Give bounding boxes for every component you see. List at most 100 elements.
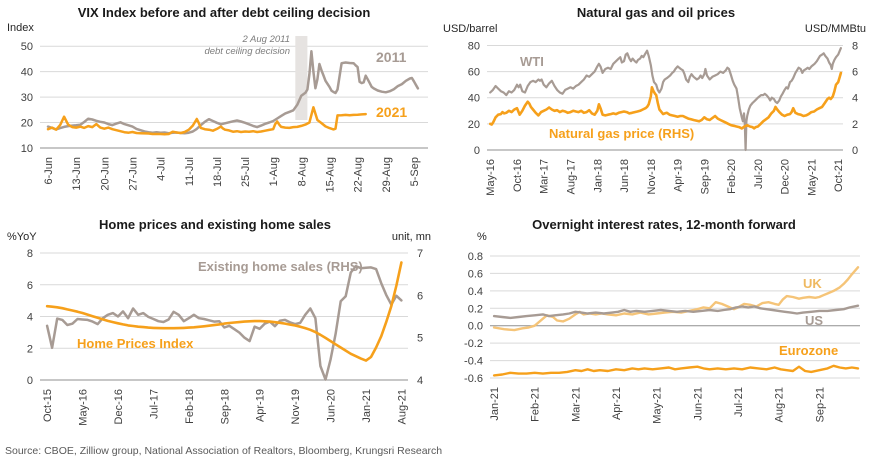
interest-rates-chart-title: Overnight interest rates, 12-month forwa… <box>532 217 796 232</box>
y-axis-tick-label: 0.0 <box>468 321 483 333</box>
series-line-2021 <box>46 106 367 136</box>
series-label-existing-home-sales: Existing home sales (RHS) <box>198 259 363 274</box>
x-axis-tick-label: Apr-21 <box>611 387 623 420</box>
series-label-uk: UK <box>803 276 822 291</box>
series-line-uk <box>492 266 860 332</box>
interest-rates-chart: -0.6 -0.4 -0.2 0.0 0.2 0.4 0.6 0.8 Jan-21 Feb-21 M… <box>464 251 860 424</box>
x-axis-tick-label: 18-Jul <box>212 157 224 187</box>
series-label-eurozone: Eurozone <box>779 343 839 358</box>
home-prices-chart: 0 2 4 6 8 4 5 6 7 Oct-15 May-16 Dec-16 Jul-17 Feb-18 S… <box>27 248 423 426</box>
x-axis-tick-label: 8-Aug <box>296 157 308 186</box>
gas-oil-chart-title: Natural gas and oil prices <box>576 5 736 20</box>
x-axis-tick-label: Nov-19 <box>290 389 302 424</box>
x-axis-tick-label: Mar-17 <box>539 159 551 194</box>
y-axis-tick-label: -0.4 <box>464 356 483 368</box>
x-axis-tick-label: 25-Jul <box>240 157 252 187</box>
series-label-2021: 2021 <box>376 104 408 120</box>
right-axis-tick-label: 0 <box>852 145 858 157</box>
series-line-natural-gas-price-rhs <box>488 71 843 130</box>
annotation-line-1: 2 Aug 2011 <box>242 34 290 45</box>
y-axis-tick-label: 50 <box>21 41 33 53</box>
gas-oil-chart: 0 20 40 60 80 0 2 4 6 8 May-16 Oct-16 Mar-17 Aug-17 Ja… <box>468 41 858 196</box>
right-axis-tick-label: 5 <box>417 333 423 345</box>
x-axis-tick-label: Jan-18 <box>592 159 604 193</box>
y-axis-tick-label: 20 <box>21 118 33 130</box>
series-label-us: US <box>805 313 824 328</box>
series-label-home-prices-index: Home Prices Index <box>77 336 194 351</box>
gasoil-left-axis-unit: USD/barrel <box>443 23 498 35</box>
series-line-existing-home-sales-rhs <box>45 264 403 381</box>
home-prices-chart-title: Home prices and existing home sales <box>99 217 331 232</box>
right-axis-tick-label: 7 <box>417 248 423 260</box>
source-line: Source: CBOE, Zilliow group, National As… <box>5 445 443 457</box>
x-axis-tick-label: May-21 <box>652 387 664 424</box>
x-axis-tick-label: May-21 <box>806 159 818 196</box>
x-axis-tick-label: Sep-21 <box>814 387 826 422</box>
x-axis-tick-label: Feb-21 <box>530 387 542 422</box>
rates-left-axis-unit: % <box>477 231 487 243</box>
series-line-2011 <box>46 50 420 135</box>
y-axis-tick-label: 40 <box>21 67 33 79</box>
x-axis-tick-label: 11-Jul <box>184 157 196 186</box>
x-axis-tick-label: Oct-16 <box>512 159 524 192</box>
y-axis-tick-label: 30 <box>21 92 33 104</box>
right-axis-tick-label: 4 <box>417 375 423 387</box>
x-axis-tick-label: May-16 <box>78 389 90 426</box>
y-axis-tick-label: -0.2 <box>464 338 483 350</box>
y-axis-tick-label: 0.8 <box>468 251 483 263</box>
x-axis-tick-label: 15-Aug <box>325 157 337 192</box>
x-axis-tick-label: May-16 <box>485 159 497 196</box>
x-axis-tick-label: 20-Jun <box>99 157 111 191</box>
x-axis-tick-label: 5-Sep <box>409 157 421 186</box>
x-axis-tick-label: Feb-18 <box>184 389 196 424</box>
y-axis-tick-label: 10 <box>21 143 33 155</box>
gasoil-right-axis-unit: USD/MMBtu <box>804 23 866 35</box>
x-axis-tick-label: Oct-21 <box>833 159 845 192</box>
y-axis-tick-label: 20 <box>468 119 480 131</box>
x-axis-tick-label: 27-Jun <box>128 157 140 191</box>
x-axis-tick-label: Jul-17 <box>148 389 160 419</box>
right-axis-tick-label: 2 <box>852 119 858 131</box>
x-axis-tick-label: 13-Jun <box>71 157 83 191</box>
x-axis-tick-label: Jan-21 <box>361 389 373 423</box>
x-axis-tick-label: Mar-21 <box>570 387 582 422</box>
x-axis-tick-label: Aug-21 <box>774 387 786 422</box>
y-axis-tick-label: 40 <box>468 93 480 105</box>
y-axis-tick-label: 4 <box>27 312 33 324</box>
y-axis-tick-label: 2 <box>27 343 33 355</box>
x-axis-tick-label: 1-Aug <box>268 157 280 186</box>
x-axis-tick-label: Nov-18 <box>646 159 658 194</box>
y-axis-tick-label: 0 <box>27 375 33 387</box>
x-axis-tick-label: Sep-18 <box>219 389 231 424</box>
vix-chart-title: VIX Index before and after debt ceiling … <box>77 5 371 20</box>
series-label-wti: WTI <box>520 54 544 69</box>
series-label-2011: 2011 <box>376 49 407 65</box>
decision-day-band <box>295 36 308 120</box>
x-axis-tick-label: Jun-21 <box>692 387 704 421</box>
x-axis-tick-label: Apr-19 <box>673 159 685 192</box>
y-axis-tick-label: 8 <box>27 248 33 260</box>
y-axis-tick-label: 0 <box>474 145 480 157</box>
y-axis-tick-label: -0.6 <box>464 373 483 385</box>
x-axis-tick-label: Oct-15 <box>42 389 54 422</box>
home-right-axis-unit: unit, mn <box>391 231 431 243</box>
x-axis-tick-label: Jul-20 <box>753 159 765 189</box>
series-label-natural-gas: Natural gas price (RHS) <box>549 126 695 141</box>
x-axis-tick-label: Apr-19 <box>255 389 267 422</box>
x-axis-tick-label: Jun-20 <box>326 389 338 423</box>
x-axis-tick-label: Aug-21 <box>396 389 408 424</box>
x-axis-tick-label: 6-Jun <box>43 157 55 185</box>
right-axis-tick-label: 6 <box>852 67 858 79</box>
annotation-line-2: debt ceiling decision <box>204 46 290 57</box>
y-axis-tick-label: 0.2 <box>468 303 483 315</box>
x-axis-tick-label: 4-Jul <box>156 157 168 181</box>
right-axis-tick-label: 8 <box>852 41 858 53</box>
series-line-eurozone <box>492 364 860 377</box>
series-line-us <box>492 304 860 320</box>
series-line-home-prices-index <box>45 261 403 362</box>
vix-chart: 10 20 30 40 50 6-Jun 13-Jun 20-Jun 27-Jun 4-Jul 11… <box>21 36 428 192</box>
vix-left-axis-unit: Index <box>7 22 34 34</box>
x-axis-tick-label: Sep-19 <box>699 159 711 194</box>
right-axis-tick-label: 6 <box>417 290 423 302</box>
